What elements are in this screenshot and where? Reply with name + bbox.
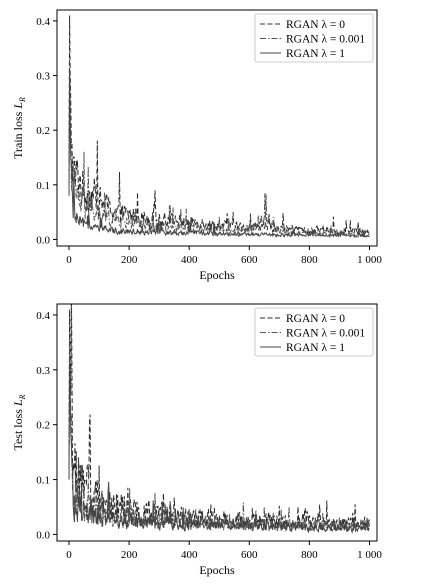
y-tick-label: 0.1 bbox=[36, 180, 50, 192]
y-tick-label: 0.4 bbox=[36, 16, 50, 28]
axes-frame bbox=[56, 303, 378, 542]
x-tick-label: 200 bbox=[121, 549, 138, 561]
series-line-dashdot bbox=[68, 75, 370, 238]
y-axis-label: Train loss LR bbox=[11, 97, 27, 159]
legend-label: RGAN λ = 0.001 bbox=[286, 34, 365, 46]
x-axis-label: Epochs bbox=[199, 268, 235, 282]
y-axis-label-subscript: R bbox=[18, 97, 27, 103]
x-tick-label: 0 bbox=[66, 254, 72, 266]
y-tick-label: 0.1 bbox=[36, 475, 50, 487]
x-tick-label: 0 bbox=[66, 549, 72, 561]
panel-train: 0 200 400 600 800 1 000 0.0 0.1 0.2 0.3 0.4 Epochs T… bbox=[11, 9, 382, 282]
y-axis-label-text: Train loss bbox=[11, 109, 25, 159]
y-tick-label: 0.0 bbox=[36, 529, 50, 541]
legend-box bbox=[254, 13, 374, 63]
y-tick-label: 0.4 bbox=[36, 310, 50, 322]
x-tick-label: 800 bbox=[301, 549, 318, 561]
legend-label: RGAN λ = 0 bbox=[286, 19, 345, 31]
x-tick-label: 600 bbox=[241, 254, 258, 266]
y-axis-label-subscript: R bbox=[18, 394, 27, 400]
legend-label: RGAN λ = 0 bbox=[286, 313, 345, 325]
y-axis-label-text: Test loss bbox=[11, 406, 25, 451]
y-axis-label-symbol: L bbox=[11, 102, 25, 110]
series-line-solid bbox=[68, 70, 370, 239]
x-tick-label: 1 000 bbox=[357, 254, 382, 266]
series-line-dashed bbox=[68, 304, 370, 533]
x-tick-label: 1 000 bbox=[357, 549, 382, 561]
y-axis-label-symbol: L bbox=[11, 399, 25, 407]
y-axis-label: Test loss LR bbox=[11, 394, 27, 450]
y-tick-label: 0.3 bbox=[36, 365, 50, 377]
series-line-solid bbox=[68, 364, 370, 535]
y-tick-label: 0.3 bbox=[36, 71, 50, 83]
series-line-dashdot bbox=[68, 336, 370, 533]
x-tick-label: 400 bbox=[181, 254, 198, 266]
panel-test: 0 200 400 600 800 1 000 0.0 0.1 0.2 0.3 0.4 Epochs T… bbox=[11, 303, 382, 577]
legend-label: RGAN λ = 1 bbox=[286, 48, 345, 60]
legend-label: RGAN λ = 0.001 bbox=[286, 328, 365, 340]
x-tick-label: 600 bbox=[241, 549, 258, 561]
y-tick-label: 0.0 bbox=[36, 234, 50, 246]
y-tick-label: 0.2 bbox=[36, 420, 50, 432]
series-line-dashed bbox=[68, 15, 370, 237]
x-tick-label: 800 bbox=[301, 254, 318, 266]
legend: RGAN λ = 0 RGAN λ = 0.001 RGAN λ = 1 bbox=[254, 307, 374, 357]
legend-label: RGAN λ = 1 bbox=[286, 342, 345, 354]
x-tick-label: 400 bbox=[181, 549, 198, 561]
legend-box bbox=[254, 307, 374, 357]
axes-frame bbox=[56, 9, 378, 247]
y-tick-label: 0.2 bbox=[36, 125, 50, 137]
x-tick-label: 200 bbox=[121, 254, 138, 266]
legend: RGAN λ = 0 RGAN λ = 0.001 RGAN λ = 1 bbox=[254, 13, 374, 63]
x-axis-label: Epochs bbox=[199, 563, 235, 577]
